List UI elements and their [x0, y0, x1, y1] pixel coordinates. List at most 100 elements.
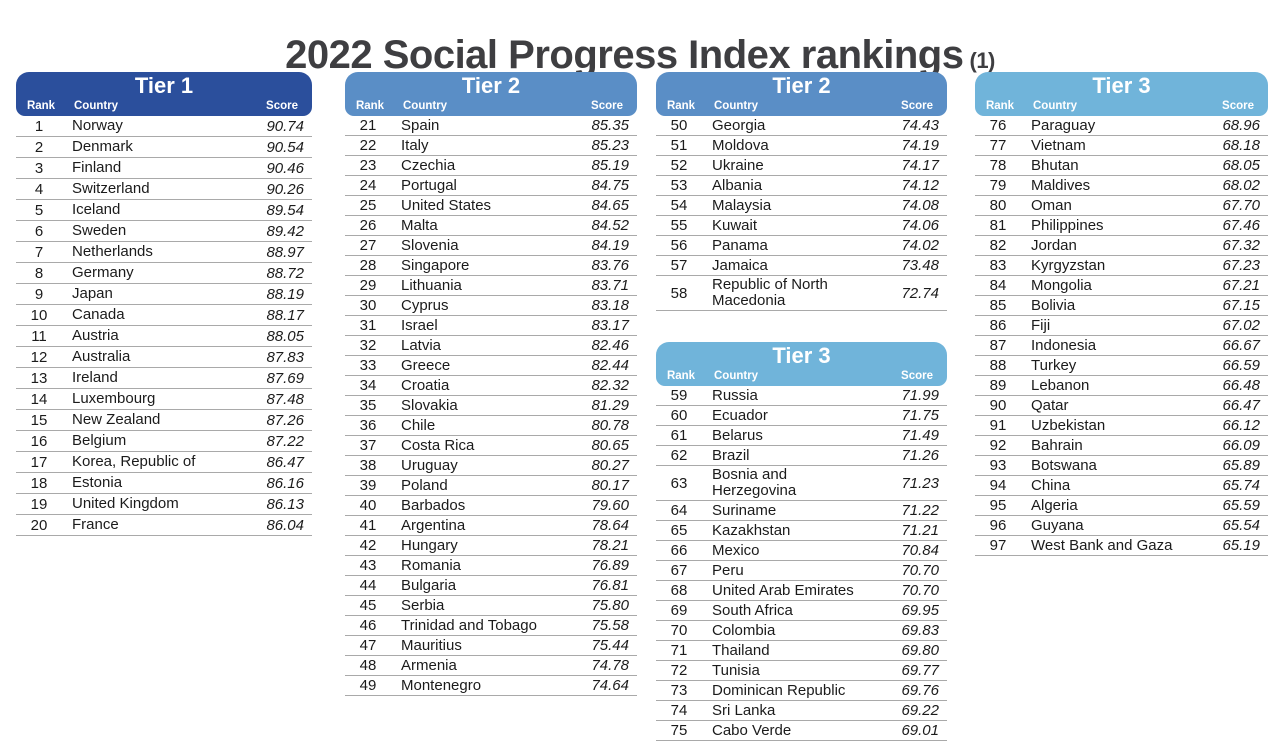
country-column-label: Country — [714, 370, 759, 382]
score-cell: 78.64 — [591, 517, 629, 534]
country-cell: Thailand — [712, 641, 770, 659]
score-cell: 67.23 — [1222, 257, 1260, 274]
country-cell: Uzbekistan — [1031, 416, 1106, 434]
score-cell: 75.58 — [591, 617, 629, 634]
score-cell: 74.02 — [901, 237, 939, 254]
table-row: 97 West Bank and Gaza 65.19 — [975, 536, 1268, 556]
country-cell: Costa Rica — [401, 436, 475, 454]
tier2-table-body-part2: 50 Georgia 74.43 51 Moldova 74.19 52 Ukraine 74.… — [656, 116, 947, 311]
country-cell: United Kingdom — [72, 495, 179, 512]
score-cell: 70.70 — [901, 582, 939, 599]
score-cell: 74.17 — [901, 157, 939, 174]
table-row: 51 Moldova 74.19 — [656, 136, 947, 156]
table-row: 90 Qatar 66.47 — [975, 396, 1268, 416]
tier3-table-body-part2: 76 Paraguay 68.96 77 Vietnam 68.18 78 Bhutan 68.… — [975, 116, 1268, 556]
score-cell: 65.74 — [1222, 477, 1260, 494]
page-title: 2022 Social Progress Index rankings (1) — [0, 33, 1280, 78]
score-cell: 66.67 — [1222, 337, 1260, 354]
score-cell: 80.78 — [591, 417, 629, 434]
country-cell: Kuwait — [712, 216, 758, 234]
score-cell: 71.23 — [901, 474, 939, 492]
rank-cell: 50 — [670, 117, 688, 134]
table-row: 31 Israel 83.17 — [345, 316, 637, 336]
table-row: 5 Iceland 89.54 — [16, 200, 312, 221]
table-row: 35 Slovakia 81.29 — [345, 396, 637, 416]
rank-cell: 70 — [670, 622, 688, 639]
rank-cell: 64 — [670, 502, 688, 519]
rank-cell: 80 — [989, 197, 1007, 214]
score-cell: 87.48 — [266, 390, 304, 408]
rank-cell: 84 — [989, 277, 1007, 294]
country-cell: Armenia — [401, 656, 457, 674]
table-row: 48 Armenia 74.78 — [345, 656, 637, 676]
table-row: 92 Bahrain 66.09 — [975, 436, 1268, 456]
table-row: 24 Portugal 84.75 — [345, 176, 637, 196]
score-cell: 66.09 — [1222, 437, 1260, 454]
rank-cell: 8 — [34, 264, 44, 282]
score-column-label: Score — [901, 100, 933, 112]
table-row: 74 Sri Lanka 69.22 — [656, 701, 947, 721]
table-row: 43 Romania 76.89 — [345, 556, 637, 576]
country-cell: Algeria — [1031, 496, 1078, 514]
table-row: 36 Chile 80.78 — [345, 416, 637, 436]
table-row: 52 Ukraine 74.17 — [656, 156, 947, 176]
country-column-label: Country — [1033, 100, 1078, 112]
score-cell: 90.54 — [266, 138, 304, 156]
country-cell: Panama — [712, 236, 768, 254]
country-cell: Spain — [401, 116, 440, 134]
score-cell: 67.46 — [1222, 217, 1260, 234]
rank-cell: 63 — [670, 474, 688, 492]
score-cell: 71.22 — [901, 502, 939, 519]
score-cell: 69.77 — [901, 662, 939, 679]
table-row: 68 United Arab Emirates 70.70 — [656, 581, 947, 601]
column-1: Tier 1 Rank Country Score 1 Norway 90.74 2 D… — [16, 72, 312, 536]
table-row: 56 Panama 74.02 — [656, 236, 947, 256]
country-cell: Paraguay — [1031, 116, 1096, 134]
score-cell: 79.60 — [591, 497, 629, 514]
country-cell: Bolivia — [1031, 296, 1076, 314]
rank-cell: 45 — [359, 597, 377, 614]
table-row: 23 Czechia 85.19 — [345, 156, 637, 176]
rank-cell: 93 — [989, 457, 1007, 474]
tier-title: Tier 2 — [772, 73, 831, 98]
country-cell: West Bank and Gaza — [1031, 536, 1173, 554]
table-row: 29 Lithuania 83.71 — [345, 276, 637, 296]
column-4: Tier 3 Rank Country Score 76 Paraguay 68.9… — [975, 72, 1268, 556]
table-row: 94 China 65.74 — [975, 476, 1268, 496]
table-row: 16 Belgium 87.22 — [16, 431, 312, 452]
score-cell: 86.04 — [266, 516, 304, 534]
rank-cell: 52 — [670, 157, 688, 174]
table-row: 37 Costa Rica 80.65 — [345, 436, 637, 456]
table-row: 21 Spain 85.35 — [345, 116, 637, 136]
table-row: 82 Jordan 67.32 — [975, 236, 1268, 256]
page-title-text: 2022 Social Progress Index rankings — [285, 32, 964, 77]
score-cell: 89.54 — [266, 201, 304, 219]
rank-cell: 12 — [30, 348, 48, 366]
table-row: 89 Lebanon 66.48 — [975, 376, 1268, 396]
rank-cell: 43 — [359, 557, 377, 574]
score-cell: 83.18 — [591, 297, 629, 314]
rank-cell: 72 — [670, 662, 688, 679]
table-row: 88 Turkey 66.59 — [975, 356, 1268, 376]
country-cell: Republic of North Macedonia — [712, 276, 828, 309]
table-row: 63 Bosnia and Herzegovina 71.23 — [656, 466, 947, 501]
country-cell: Greece — [401, 356, 451, 374]
rank-cell: 54 — [670, 197, 688, 214]
country-cell: Jordan — [1031, 236, 1077, 254]
rank-cell: 28 — [359, 257, 377, 274]
country-cell: Albania — [712, 176, 763, 194]
country-cell: Czechia — [401, 156, 456, 174]
rank-cell: 48 — [359, 657, 377, 674]
rank-cell: 87 — [989, 337, 1007, 354]
country-column-label: Country — [403, 100, 448, 112]
rank-cell: 6 — [34, 222, 44, 240]
country-cell: Botswana — [1031, 456, 1097, 474]
score-cell: 84.65 — [591, 197, 629, 214]
country-cell: France — [72, 516, 119, 533]
table-row: 11 Austria 88.05 — [16, 326, 312, 347]
table-row: 72 Tunisia 69.77 — [656, 661, 947, 681]
score-cell: 90.26 — [266, 180, 304, 198]
table-row: 1 Norway 90.74 — [16, 116, 312, 137]
rank-cell: 46 — [359, 617, 377, 634]
